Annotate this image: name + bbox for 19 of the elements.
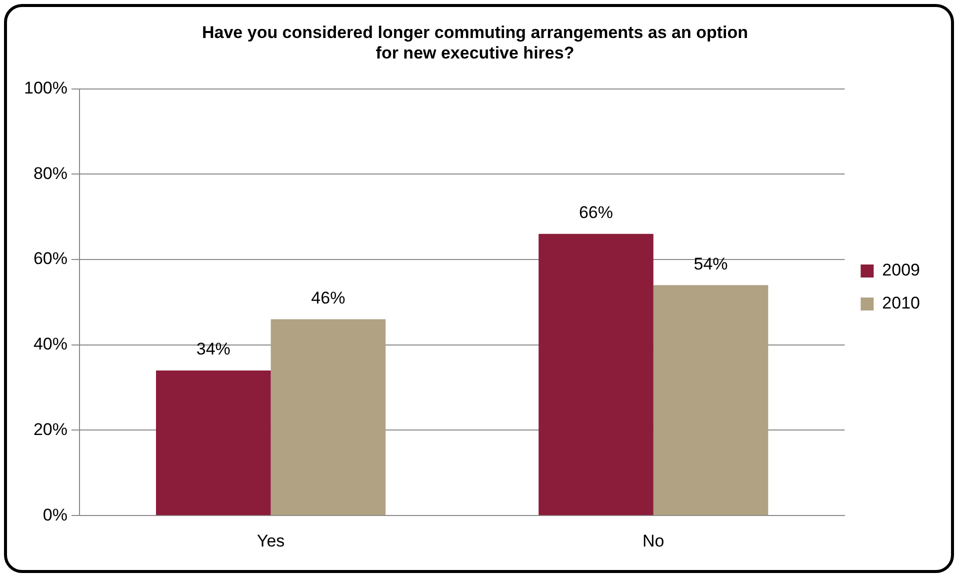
- y-tick-label: 80%: [33, 164, 68, 183]
- chart-title: Have you considered longer commuting arrangements as an option for new executive hires?: [202, 22, 748, 62]
- x-tick-label: No: [642, 531, 664, 550]
- y-tick-label: 20%: [33, 420, 68, 439]
- legend-label: 2010: [882, 294, 920, 313]
- y-tick-label: 0%: [42, 505, 68, 524]
- data-label: 34%: [196, 340, 230, 359]
- y-tick-label: 40%: [33, 334, 68, 354]
- data-label: 46%: [311, 288, 346, 308]
- y-tick-label: 60%: [33, 249, 68, 268]
- data-label: 66%: [578, 203, 614, 222]
- legend-label: 2009: [882, 260, 920, 280]
- bar: [270, 319, 386, 516]
- bar: [156, 370, 271, 516]
- data-label: 54%: [694, 254, 728, 274]
- bar: [653, 285, 768, 516]
- y-tick-label: 100%: [24, 78, 68, 98]
- x-tick-label: Yes: [256, 531, 285, 550]
- bar: [538, 234, 654, 516]
